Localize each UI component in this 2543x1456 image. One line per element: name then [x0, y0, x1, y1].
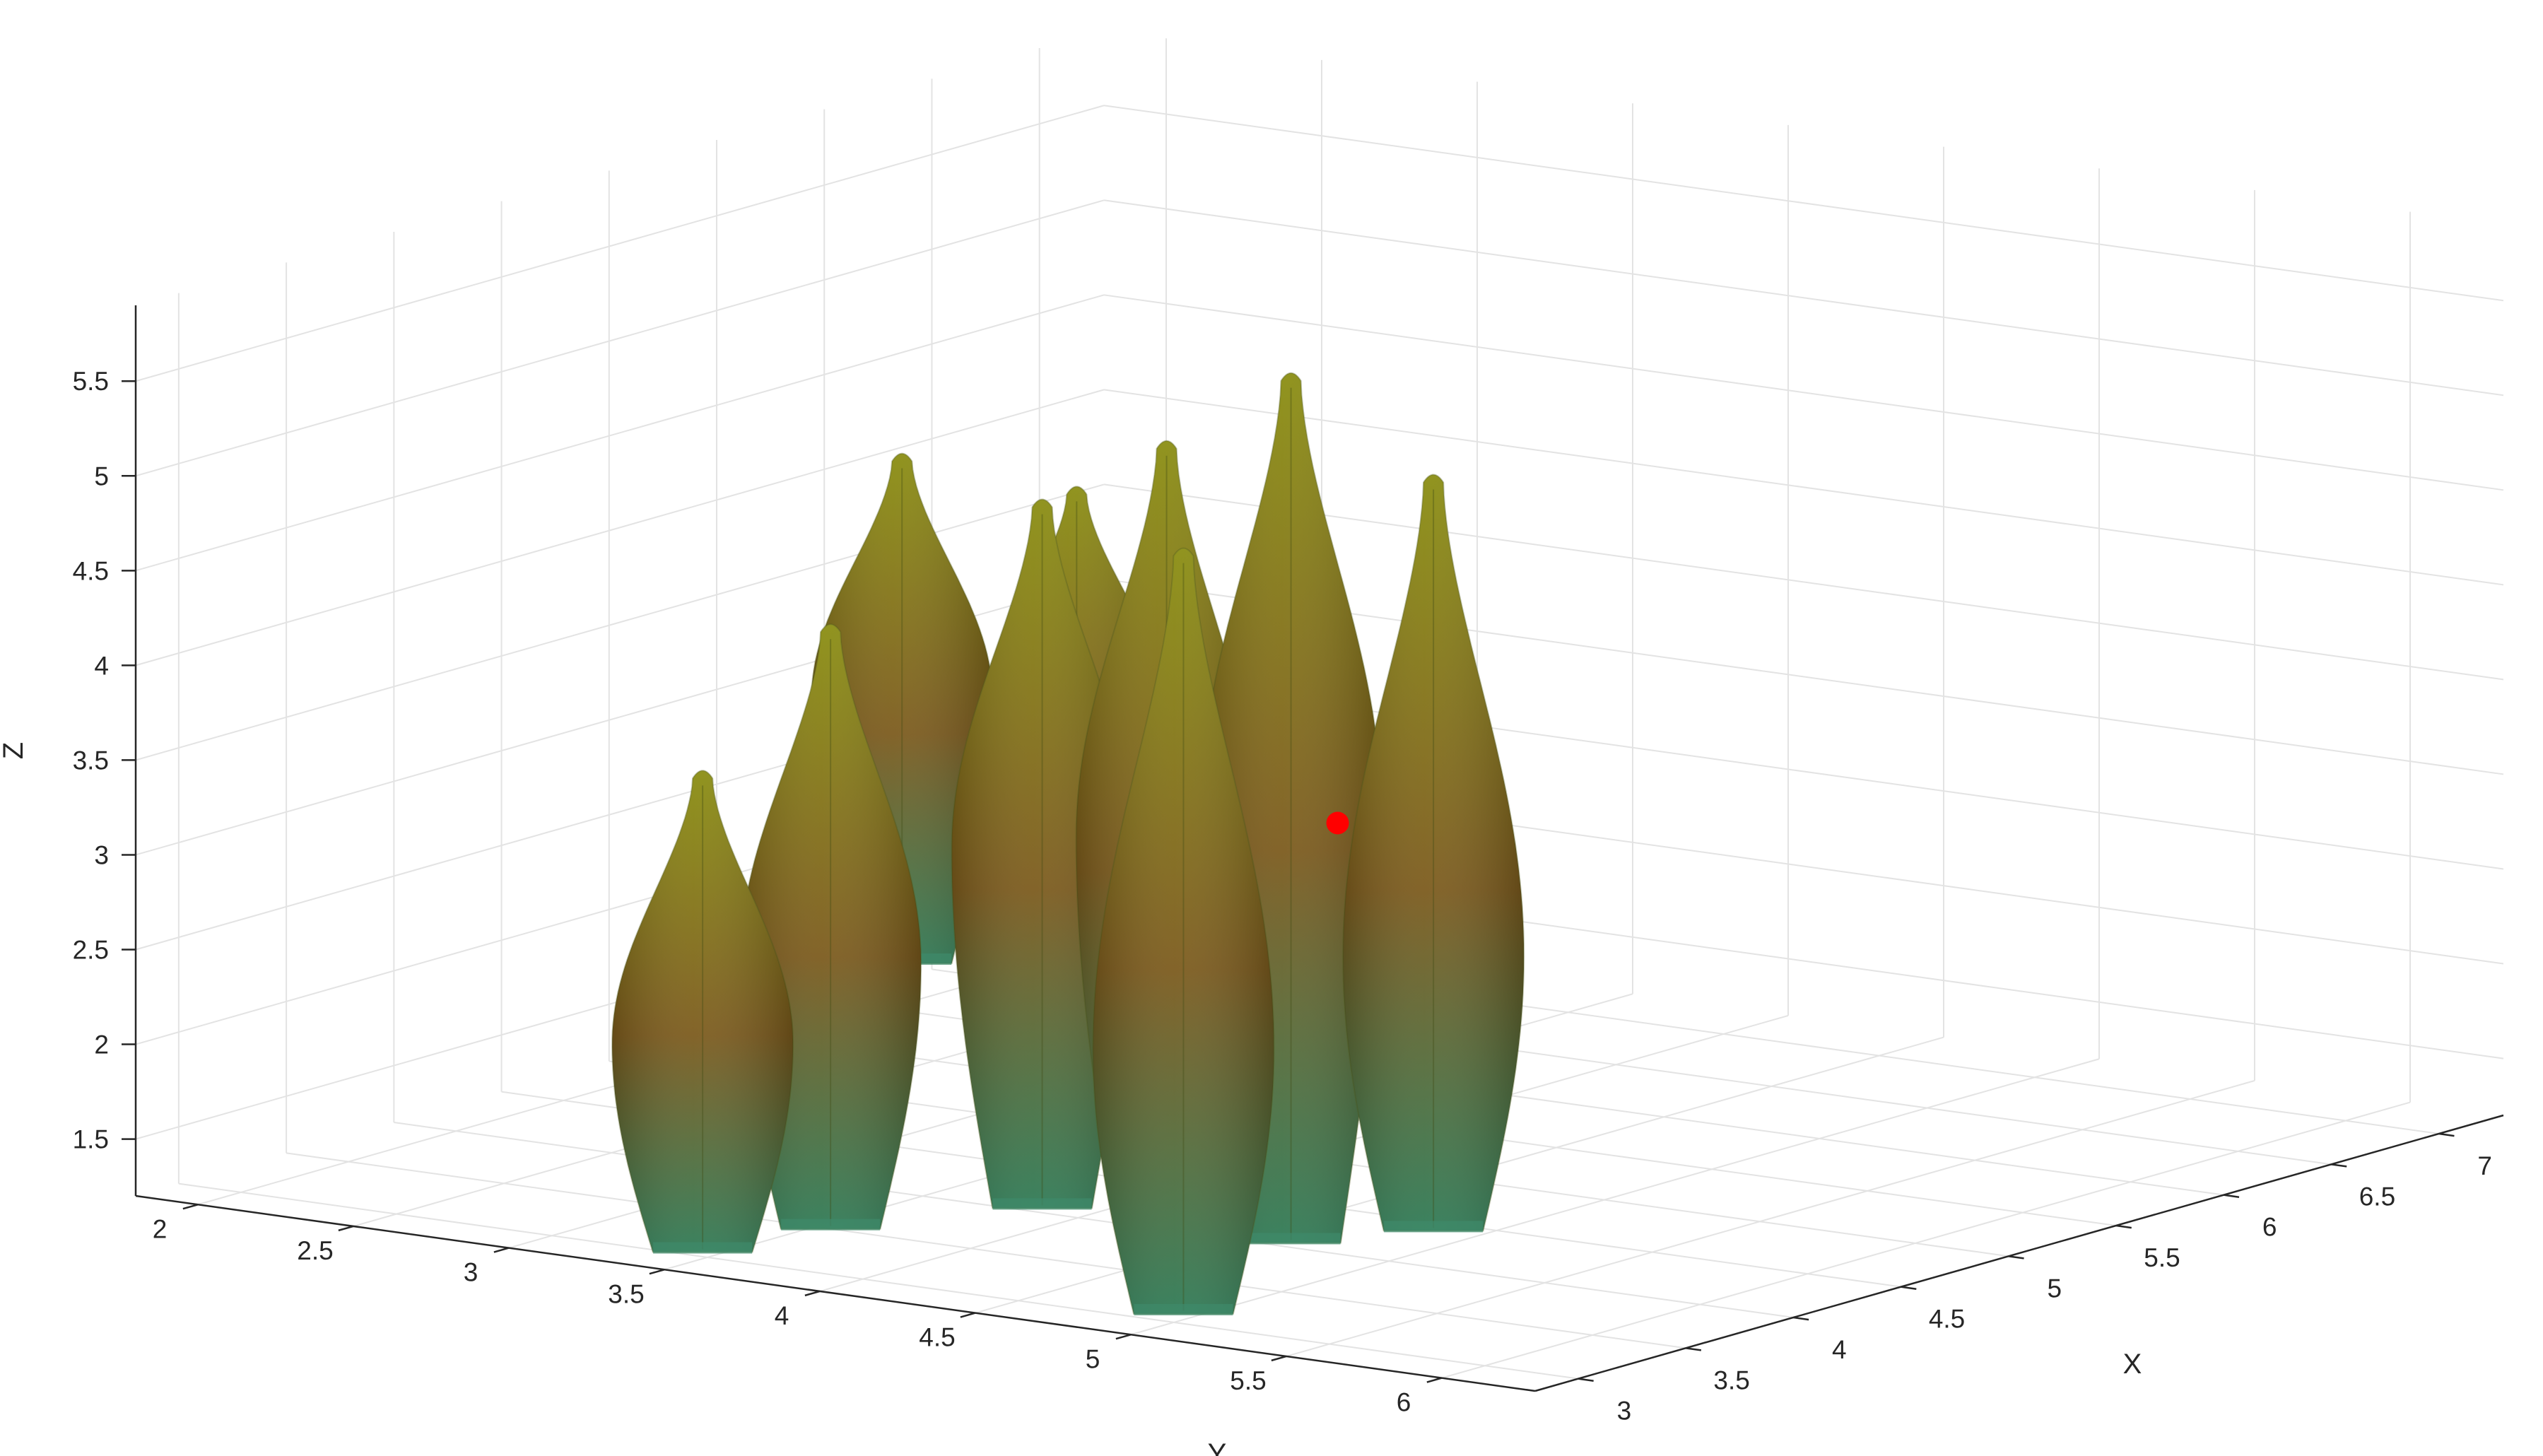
tick-mark: [2224, 1194, 2240, 1198]
y-tick-label: 2: [153, 1214, 168, 1243]
tick-mark: [1426, 1377, 1443, 1383]
tick-mark: [1685, 1347, 1702, 1351]
axis-labels: X Y Z: [0, 742, 2142, 1456]
grid-line: [1103, 294, 2504, 491]
x-tick-label: 4.5: [1929, 1305, 1965, 1334]
surface-base: [781, 1219, 881, 1231]
grid-line: [135, 389, 1105, 667]
grid-line: [1103, 483, 2504, 681]
x-tick-labels: 3 3.5 4 4.5 5 5.5 6 6.5 7: [1617, 1151, 2492, 1426]
y-tick-labels: 2 2.5 3 3.5 4 4.5 5 5.5 6: [153, 1214, 1411, 1416]
tick-mark: [649, 1269, 665, 1275]
x-tick-label: 5.5: [2144, 1243, 2180, 1272]
z-tick-label: 4: [94, 651, 109, 680]
tick-mark: [1115, 1334, 1132, 1340]
z-tick-label: 2.5: [73, 935, 109, 964]
x-tick-label: 4: [1832, 1335, 1847, 1364]
x-tick-label: 7: [2477, 1151, 2492, 1180]
z-tick-label: 3: [94, 840, 109, 869]
tick-mark: [960, 1312, 976, 1318]
y-tick-label: 5: [1086, 1344, 1100, 1373]
tick-mark: [1271, 1355, 1287, 1362]
tick-mark: [2331, 1163, 2347, 1168]
y-tick-label: 3.5: [608, 1279, 644, 1308]
surface-shape: [951, 498, 1134, 1210]
x-axis-label: X: [2123, 1349, 2142, 1380]
z-tick-label: 5.5: [73, 367, 109, 396]
x-tick-label: 3: [1617, 1397, 1632, 1426]
surface-base: [1241, 1233, 1341, 1245]
grid-line: [1130, 1058, 2100, 1336]
tick-mark: [2008, 1255, 2024, 1260]
grid-line: [1441, 1101, 2411, 1379]
surface-shade: [612, 770, 794, 1252]
z-tick-label: 4.5: [73, 556, 109, 585]
z-tick-label: 5: [94, 462, 109, 491]
x-tick-label: 3.5: [1713, 1366, 1749, 1395]
tick-mark: [1901, 1286, 1917, 1290]
y-axis-line: [135, 1194, 1536, 1392]
grid-line: [1286, 1079, 2255, 1357]
z-tick-labels: 1.5 2 2.5 3 3.5 4 4.5 5 5.5: [73, 367, 109, 1153]
grid-line: [286, 1152, 1686, 1349]
surface-base: [1134, 1303, 1233, 1315]
data-point: [1326, 811, 1349, 835]
y-tick-label: 6: [1397, 1388, 1411, 1417]
surface-base: [1384, 1221, 1484, 1233]
surface-shade: [1093, 548, 1274, 1314]
x-axis-line: [1534, 1114, 2504, 1392]
grid-line: [1103, 105, 2504, 302]
y-tick-label: 5.5: [1230, 1366, 1266, 1395]
tick-mark: [804, 1290, 821, 1297]
grid-line: [1103, 199, 2504, 397]
z-tick-label: 3.5: [73, 746, 109, 775]
grid-line: [135, 294, 1105, 572]
y-tick-label: 4: [775, 1301, 789, 1330]
tick-mark: [2438, 1132, 2455, 1137]
surface-shade: [1343, 474, 1525, 1231]
y-axis-label: Y: [1208, 1438, 1227, 1456]
x-tick-label: 5: [2047, 1274, 2062, 1303]
surface-shape: [1092, 547, 1275, 1315]
plot-objects: [611, 372, 1525, 1315]
surface-shade: [951, 499, 1133, 1209]
z-axis-label: Z: [0, 742, 29, 759]
tick-mark: [493, 1247, 510, 1253]
y-tick-label: 3: [464, 1258, 478, 1287]
x-tick-label: 6: [2262, 1213, 2277, 1242]
tick-mark: [338, 1225, 354, 1232]
surface-shape: [611, 770, 794, 1254]
surface-shape: [1342, 474, 1525, 1233]
tick-mark: [2115, 1224, 2132, 1229]
grid-line: [178, 1182, 1579, 1380]
z-tick-label: 1.5: [73, 1125, 109, 1154]
grid-line: [135, 105, 1105, 382]
grid-line: [135, 199, 1105, 477]
tick-mark: [182, 1204, 199, 1210]
y-tick-label: 4.5: [919, 1323, 955, 1352]
tick-mark: [1793, 1316, 1809, 1321]
tick-labels: 3 3.5 4 4.5 5 5.5 6 6.5 7 2 2.5 3 3.5 4 4.5 5 5.5 6 1.5 2…: [73, 367, 2492, 1425]
grid-line: [135, 483, 1105, 761]
z-tick-label: 2: [94, 1031, 109, 1059]
surface-base: [653, 1242, 753, 1254]
y-tick-label: 2.5: [297, 1236, 333, 1265]
tick-mark: [1578, 1378, 1594, 1382]
x-tick-label: 6.5: [2359, 1182, 2395, 1211]
grid-line: [1103, 389, 2504, 586]
surface-base: [992, 1198, 1092, 1210]
axes: [122, 305, 2504, 1392]
